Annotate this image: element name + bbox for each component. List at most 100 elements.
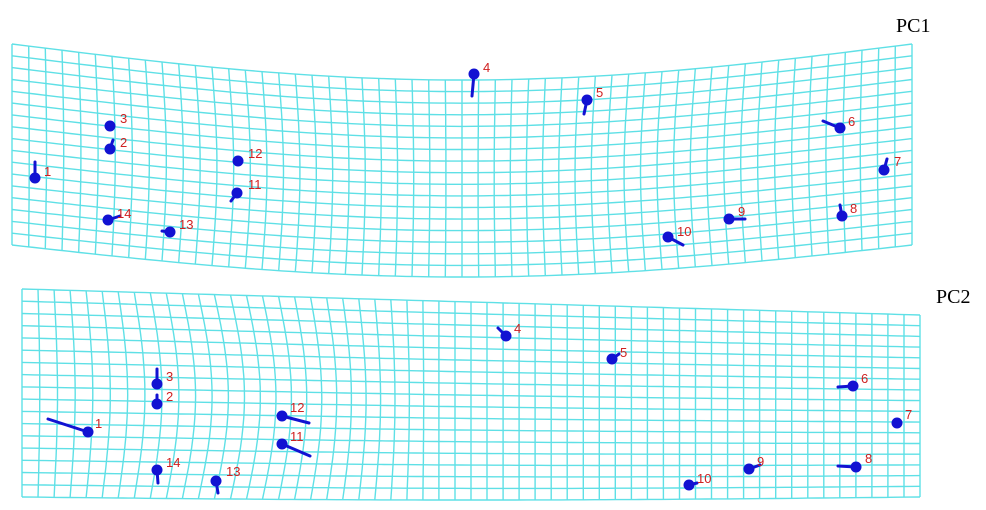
landmark-label: 11	[248, 177, 262, 192]
pc1-grid-column-line	[607, 75, 613, 273]
landmark-label: 5	[596, 85, 603, 100]
pc1-grid-column-line	[61, 50, 65, 251]
pc1-grid-row-line	[11, 43, 913, 81]
landmark-point	[723, 213, 735, 225]
landmark-label: 10	[677, 224, 691, 239]
landmark-point	[151, 464, 163, 476]
pc2-grid-column-line	[277, 296, 293, 500]
pc2-grid-column-line	[181, 293, 197, 499]
pc1-landmark-8: 8	[836, 201, 857, 222]
landmark-point	[850, 461, 862, 473]
landmark-point	[878, 164, 890, 176]
landmark-label: 1	[95, 416, 102, 431]
landmark-point	[151, 398, 163, 410]
pc1-grid-column-line	[739, 63, 746, 263]
pc2-grid-column-line	[326, 297, 338, 500]
pc1-landmark-12: 12	[232, 146, 262, 167]
landmark-label: 14	[117, 206, 131, 221]
landmark-label: 6	[848, 114, 855, 129]
landmark-label: 2	[120, 135, 127, 150]
landmark-label: 13	[226, 464, 240, 479]
pc1-grid-column-line	[28, 46, 30, 247]
pc1-grid-column-line	[78, 52, 82, 253]
pc1-grid-column-line	[128, 58, 133, 258]
pc2-grid-column-line	[390, 299, 396, 500]
pc2-landmark-8: 8	[836, 451, 872, 473]
pc2-landmark-12: 12	[276, 400, 311, 425]
landmark-point	[82, 426, 94, 438]
landmark-label: 4	[483, 60, 490, 75]
pc2-landmark-1: 1	[46, 416, 102, 438]
pc1-grid-column-line	[808, 56, 813, 256]
landmark-point	[276, 438, 288, 450]
pc1-grid-column-line	[444, 79, 447, 277]
pc1-grid-column-line	[328, 76, 334, 274]
pc2-grid-column-line	[374, 299, 382, 500]
pc1-grid-column-line	[344, 77, 350, 275]
pc1-landmark-2: 2	[104, 135, 127, 155]
landmark-point	[276, 410, 288, 422]
landmark-point	[104, 143, 116, 155]
landmark-point	[662, 231, 674, 243]
landmark-point	[500, 330, 512, 342]
pc1-grid-column-line	[44, 48, 48, 249]
pc2-grid-column-line	[229, 294, 246, 500]
landmark-point	[468, 68, 480, 80]
landmark-point	[891, 417, 903, 429]
pc2-deformation-grid	[21, 288, 921, 501]
pc2-grid-column-line	[422, 300, 425, 501]
displacement-vector	[46, 417, 90, 434]
pc1-grid-column-line	[111, 56, 116, 256]
landmark-label: 10	[697, 471, 711, 486]
pc2-grid-column-line	[197, 293, 213, 499]
pc1-grid-column-line	[757, 61, 763, 262]
pc2-landmark-10: 10	[683, 471, 711, 491]
landmark-label: 7	[894, 154, 901, 169]
landmark-point	[606, 353, 618, 365]
pc2-grid-column-line	[342, 298, 353, 500]
pc1-deformation-grid	[11, 43, 913, 278]
pc1-grid-column-line	[876, 48, 880, 249]
pc1-grid-column-line	[493, 79, 496, 277]
pc1-grid-column-line	[477, 79, 480, 277]
pc1-grid-column-line	[94, 54, 99, 255]
landmark-label: 7	[905, 407, 912, 422]
landmark-label: 9	[738, 204, 745, 219]
pc1-grid-column-line	[525, 78, 530, 277]
pc1-grid-column-line	[689, 68, 696, 268]
pc1-grid-column-line	[558, 77, 563, 276]
pc2-grid-column-line	[117, 291, 129, 499]
pc2-grid-column-line	[69, 290, 76, 498]
pc2-landmark-2: 2	[151, 389, 173, 410]
pc2-landmark-6: 6	[836, 371, 868, 392]
pc2-landmark-7: 7	[891, 407, 912, 429]
pc2-landmark-13: 13	[210, 464, 240, 495]
landmark-point	[210, 475, 222, 487]
pc1-landmark-11: 11	[229, 177, 262, 203]
landmark-point	[683, 479, 695, 491]
landmark-label: 14	[166, 455, 180, 470]
pc1-grid-column-line	[541, 78, 546, 276]
pc1-landmark-6: 6	[821, 114, 855, 134]
pc2-landmark-9: 9	[743, 454, 764, 475]
landmark-point	[581, 94, 593, 106]
pc2-grid-column-line	[53, 289, 59, 498]
pc1-grid-column-line	[161, 61, 167, 262]
landmark-point	[834, 122, 846, 134]
landmark-label: 11	[290, 429, 304, 444]
landmark-label: 12	[248, 146, 262, 161]
pc1-landmark-10: 10	[662, 224, 691, 247]
pc1-grid-column-line	[774, 60, 780, 260]
pc1-landmark-13: 13	[160, 217, 193, 238]
pc1-landmark-4: 4	[468, 60, 490, 98]
landmark-label: 1	[44, 164, 51, 179]
pc1-grid-column-line	[706, 67, 713, 266]
pc1-grid-column-line	[178, 63, 185, 263]
pc1-grid-column-line	[194, 65, 201, 265]
landmark-point	[164, 226, 176, 238]
pc1-grid-column-line	[244, 70, 251, 269]
